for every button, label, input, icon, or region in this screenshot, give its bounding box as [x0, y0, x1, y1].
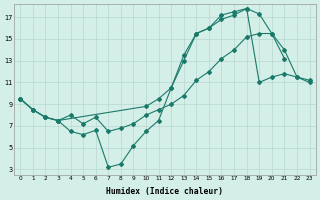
X-axis label: Humidex (Indice chaleur): Humidex (Indice chaleur) [106, 187, 223, 196]
